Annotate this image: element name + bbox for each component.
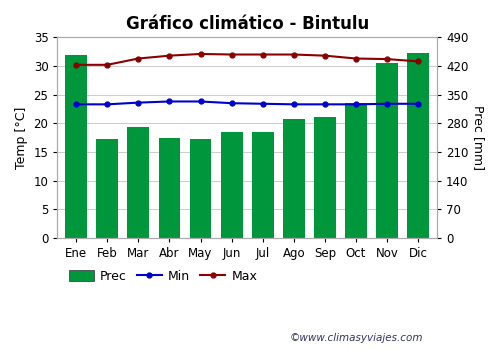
Bar <box>190 139 212 238</box>
Legend: Prec, Min, Max: Prec, Min, Max <box>64 265 262 288</box>
Bar <box>376 63 398 238</box>
Text: ©www.climasyviajes.com: ©www.climasyviajes.com <box>290 333 424 343</box>
Bar <box>158 138 180 238</box>
Bar <box>221 132 242 238</box>
Bar <box>283 119 304 238</box>
Y-axis label: Temp [°C]: Temp [°C] <box>15 106 28 169</box>
Bar <box>128 126 149 238</box>
Bar <box>252 132 274 238</box>
Title: Gráfico climático - Bintulu: Gráfico climático - Bintulu <box>126 15 369 33</box>
Y-axis label: Prec [mm]: Prec [mm] <box>472 105 485 170</box>
Bar <box>345 103 367 238</box>
Bar <box>408 53 429 238</box>
Bar <box>96 139 118 238</box>
Bar <box>314 117 336 238</box>
Bar <box>65 55 87 238</box>
